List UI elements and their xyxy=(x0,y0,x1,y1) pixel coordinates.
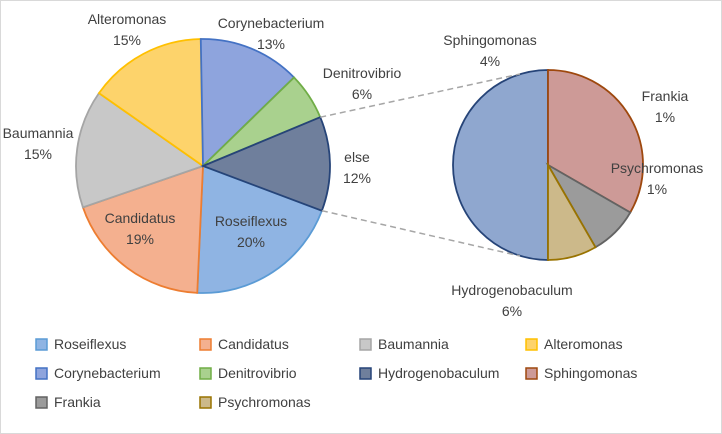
legend-swatch xyxy=(35,396,48,409)
legend-swatch xyxy=(359,338,372,351)
slice-else xyxy=(200,116,331,212)
data-label-hydrogenobaculum: Hydrogenobaculum 6% xyxy=(451,282,572,319)
legend-item-alteromonas: Alteromonas xyxy=(525,336,623,352)
legend-item-corynebacterium: Corynebacterium xyxy=(35,365,161,381)
data-label-frankia: Frankia 1% xyxy=(642,88,689,125)
slice-psychromonas xyxy=(547,161,597,261)
legend-item-roseiflexus: Roseiflexus xyxy=(35,336,126,352)
legend-label: Psychromonas xyxy=(218,394,311,410)
slice-alteromonas xyxy=(97,38,204,168)
data-label-candidatus: Candidatus 19% xyxy=(105,210,176,247)
legend-item-psychromonas: Psychromonas xyxy=(199,394,311,410)
connector-top xyxy=(320,73,521,118)
data-label-baumannia: Baumannia 15% xyxy=(3,125,74,162)
legend-swatch xyxy=(199,396,212,409)
slice-baumannia xyxy=(75,91,205,209)
main-pie-labels: Roseiflexus 20% Candidatus 19% Baumannia 15% A… xyxy=(3,11,402,250)
slice-sphingomonas xyxy=(547,69,644,214)
slice-roseiflexus xyxy=(196,164,324,294)
legend-item-hydrogenobaculum: Hydrogenobaculum xyxy=(359,365,499,381)
legend-swatch xyxy=(199,367,212,380)
legend-label: Frankia xyxy=(54,394,101,410)
data-label-denitrovibrio: Denitrovibrio 6% xyxy=(323,65,402,102)
legend-label: Corynebacterium xyxy=(54,365,161,381)
legend-item-baumannia: Baumannia xyxy=(359,336,449,352)
data-label-psychromonas: Psychromonas 1% xyxy=(611,160,704,197)
secondary-pie-labels: Hydrogenobaculum 6% Sphingomonas 4% Frankia 1… xyxy=(443,32,703,319)
legend-label: Sphingomonas xyxy=(544,365,637,381)
legend-swatch xyxy=(525,367,538,380)
slice-corynebacterium xyxy=(199,38,296,169)
legend-label: Roseiflexus xyxy=(54,336,126,352)
legend: Roseiflexus Candidatus Baumannia Alteromona… xyxy=(35,336,637,410)
legend-item-sphingomonas: Sphingomonas xyxy=(525,365,637,381)
legend-label: Alteromonas xyxy=(544,336,623,352)
legend-swatch xyxy=(525,338,538,351)
legend-swatch xyxy=(35,367,48,380)
legend-swatch xyxy=(359,367,372,380)
data-label-roseiflexus: Roseiflexus 20% xyxy=(215,213,287,250)
legend-item-denitrovibrio: Denitrovibrio xyxy=(199,365,297,381)
data-label-alteromonas: Alteromonas 15% xyxy=(88,11,167,48)
connector-lines xyxy=(320,73,521,257)
legend-item-frankia: Frankia xyxy=(35,394,101,410)
legend-label: Candidatus xyxy=(218,336,289,352)
data-label-sphingomonas: Sphingomonas 4% xyxy=(443,32,536,69)
secondary-pie xyxy=(452,69,644,261)
legend-item-candidatus: Candidatus xyxy=(199,336,289,352)
legend-swatch xyxy=(35,338,48,351)
legend-label: Baumannia xyxy=(378,336,449,352)
main-pie xyxy=(75,38,331,294)
legend-swatch xyxy=(199,338,212,351)
connector-bottom xyxy=(321,209,521,257)
legend-label: Denitrovibrio xyxy=(218,365,297,381)
legend-label: Hydrogenobaculum xyxy=(378,365,499,381)
data-label-corynebacterium: Corynebacterium 13% xyxy=(218,15,325,52)
data-label-else: else 12% xyxy=(343,149,371,186)
slice-hydrogenobaculum xyxy=(452,69,549,261)
